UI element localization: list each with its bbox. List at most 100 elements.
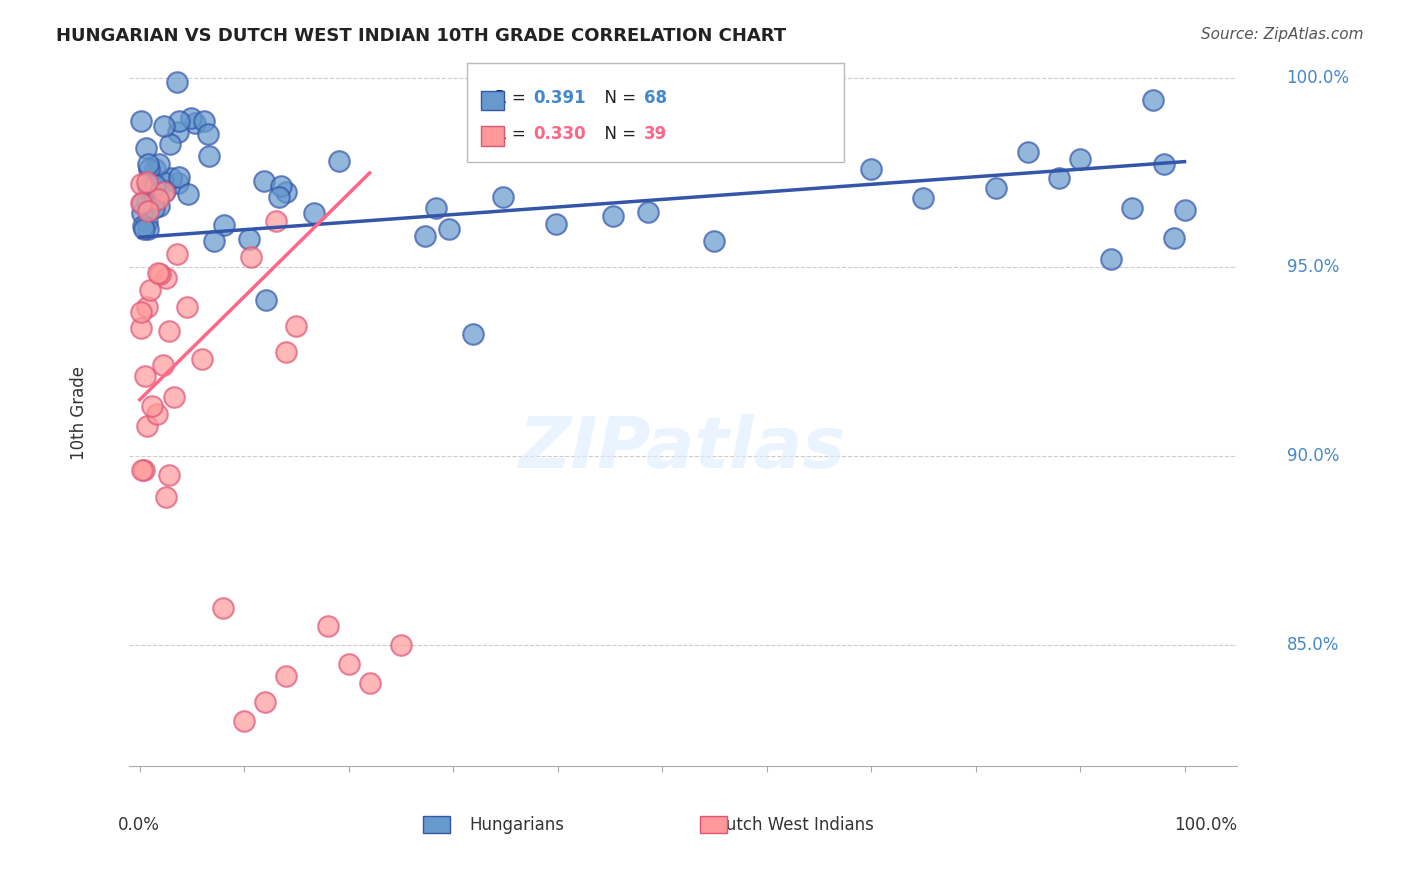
Point [413,229,436,244]
Point [155,490,177,504]
Point [437,222,460,236]
Point [609,143,631,157]
Point [157,468,180,483]
Point [274,345,297,359]
Point [1121,201,1143,215]
Point [139,283,162,297]
Point [143,201,166,215]
Text: 100.0%: 100.0% [1286,70,1350,87]
Text: R =: R = [495,125,530,143]
FancyBboxPatch shape [423,816,450,833]
Point [157,324,180,338]
Point [546,217,568,231]
Text: N =: N = [595,125,641,143]
Point [131,219,153,233]
Point [202,234,225,248]
Point [912,192,935,206]
Point [1142,93,1164,107]
Point [143,161,166,176]
Point [129,114,152,128]
Point [148,199,170,213]
Point [328,153,350,168]
Text: 90.0%: 90.0% [1286,448,1339,466]
Point [239,250,262,264]
Point [146,407,169,421]
Point [264,213,287,227]
Point [135,215,157,229]
Point [191,351,214,366]
Text: 0.0%: 0.0% [118,816,160,834]
Point [163,390,186,404]
Point [143,194,166,209]
Point [131,205,153,219]
Point [132,222,155,236]
Point [1163,231,1185,245]
Point [492,189,515,203]
Point [153,185,176,199]
Point [197,149,219,163]
Point [134,369,156,384]
Point [1173,203,1195,218]
Point [703,234,725,248]
Point [135,194,157,208]
Point [167,176,190,190]
Point [159,171,181,186]
Point [129,304,152,318]
Point [159,137,181,152]
Point [166,74,188,88]
Point [1099,252,1122,266]
Point [149,268,172,282]
Point [359,676,381,690]
Point [197,127,219,141]
FancyBboxPatch shape [467,63,844,162]
FancyBboxPatch shape [481,126,503,145]
Point [1017,145,1039,160]
Point [302,206,325,220]
Point [233,714,256,728]
Point [166,247,188,261]
Point [135,418,157,433]
Point [131,463,153,477]
Point [177,186,200,201]
Text: Hungarians: Hungarians [470,816,564,834]
Point [212,600,235,615]
Point [253,174,276,188]
Point [337,657,360,672]
Point [254,293,277,307]
Point [152,358,174,372]
Point [129,196,152,211]
Point [129,321,152,335]
Point [138,182,160,196]
Point [132,463,155,477]
Point [155,271,177,285]
Point [986,181,1008,195]
Point [461,326,484,341]
Point [129,178,152,192]
Point [1153,157,1175,171]
Point [180,111,202,125]
Point [135,141,157,155]
Text: Source: ZipAtlas.com: Source: ZipAtlas.com [1201,27,1364,42]
Text: 100.0%: 100.0% [1174,816,1237,834]
Point [135,176,157,190]
Text: 68: 68 [644,89,668,107]
Point [136,157,159,171]
Point [131,196,153,211]
Text: 85.0%: 85.0% [1286,636,1339,655]
Point [169,114,191,128]
Point [276,186,298,200]
Point [153,119,176,133]
Point [1069,153,1091,167]
Point [184,115,207,129]
Point [167,125,190,139]
Point [602,209,624,223]
Point [285,319,308,334]
Text: 95.0%: 95.0% [1286,259,1339,277]
Point [138,161,160,176]
Point [143,178,166,192]
Point [860,161,883,176]
Text: ZIPatlas: ZIPatlas [519,414,846,483]
Point [153,184,176,198]
Point [637,205,659,219]
Point [425,201,447,215]
